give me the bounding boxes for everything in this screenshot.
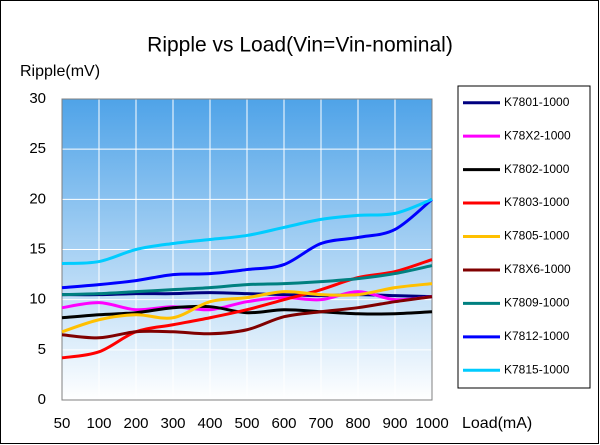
series-line — [61, 264, 433, 297]
y-tick-label: 20 — [29, 190, 46, 207]
y-tick-label: 15 — [29, 240, 46, 257]
legend-label: K7805-1000 — [504, 229, 570, 243]
chart-title: Ripple vs Load(Vin=Vin-nominal) — [147, 34, 453, 57]
legend: K7801-1000 K78X2-1000 K7802-1000 K7803-1000… — [463, 95, 571, 376]
x-tick-label: 800 — [345, 415, 370, 432]
legend-label: K7809-1000 — [504, 296, 570, 310]
x-tick-label: 600 — [271, 415, 296, 432]
x-tick-label: 50 — [54, 415, 71, 432]
x-tick-label: 200 — [123, 415, 148, 432]
y-tick-label: 5 — [38, 341, 46, 358]
legend-label: K7803-1000 — [504, 195, 570, 209]
y-tick-label: 30 — [29, 90, 46, 107]
x-tick-label: 300 — [160, 415, 185, 432]
legend-label: K7802-1000 — [504, 162, 570, 176]
legend-label: K78X2-1000 — [504, 128, 571, 142]
plot-frame — [61, 98, 433, 401]
y-tick-label: 10 — [29, 291, 46, 308]
y-axis-label: Ripple(mV) — [20, 63, 100, 80]
series-line — [61, 198, 433, 290]
x-tick-label: 900 — [382, 415, 407, 432]
x-tick-label: 500 — [234, 415, 259, 432]
series-line — [61, 304, 433, 320]
y-tick-label: 25 — [29, 140, 46, 157]
series-line — [61, 258, 433, 360]
legend-label: K7801-1000 — [504, 95, 570, 109]
series-line — [61, 197, 433, 266]
legend-label: K7815-1000 — [504, 362, 570, 376]
y-tick-label: 0 — [38, 391, 46, 408]
series-line — [61, 282, 433, 334]
legend-label: K78X6-1000 — [504, 262, 571, 276]
series-line — [61, 291, 433, 299]
x-tick-label: 700 — [308, 415, 333, 432]
x-tick-label: 400 — [197, 415, 222, 432]
series-line — [61, 295, 433, 340]
x-tick-label: 100 — [86, 415, 111, 432]
x-tick-label: 1000 — [415, 415, 448, 432]
legend-label: K7812-1000 — [504, 329, 570, 343]
x-axis-label: Load(mA) — [462, 415, 532, 432]
